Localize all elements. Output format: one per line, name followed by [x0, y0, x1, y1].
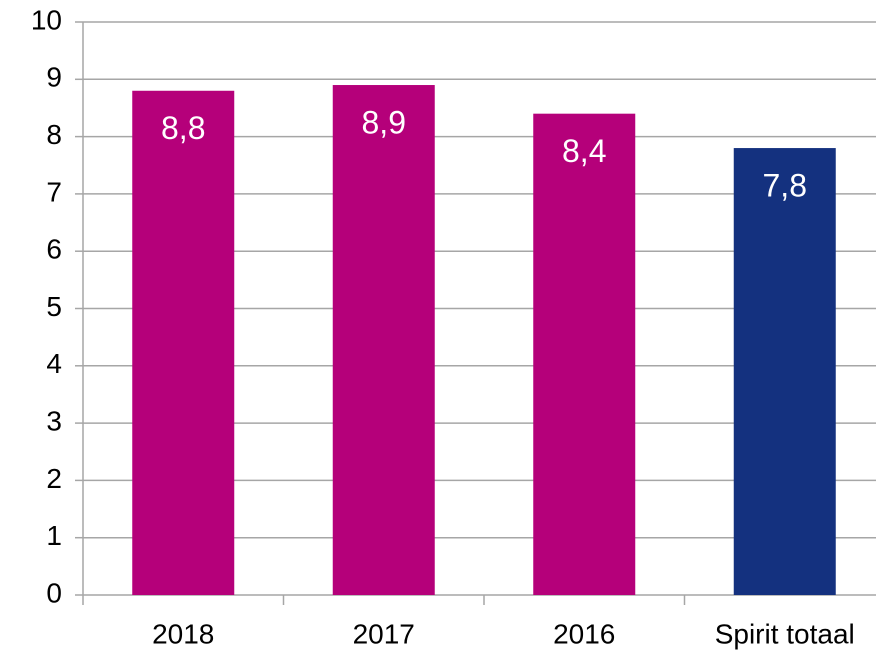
bar — [132, 90, 235, 595]
y-tick-label: 10 — [31, 4, 62, 35]
bar — [733, 148, 836, 595]
y-tick-label: 5 — [46, 291, 62, 322]
x-tick-label: 2018 — [152, 618, 214, 649]
y-tick-label: 1 — [46, 520, 62, 551]
y-tick-label: 7 — [46, 176, 62, 207]
y-tick-label: 9 — [46, 62, 62, 93]
x-tick-label: 2016 — [553, 618, 615, 649]
x-tick-label: 2017 — [353, 618, 415, 649]
data-label: 8,8 — [161, 110, 205, 146]
data-label: 8,4 — [562, 133, 606, 169]
data-label: 8,9 — [362, 104, 406, 140]
y-tick-label: 8 — [46, 119, 62, 150]
data-label: 7,8 — [763, 168, 807, 204]
y-tick-label: 4 — [46, 348, 62, 379]
y-tick-label: 3 — [46, 405, 62, 436]
bar — [332, 85, 435, 595]
y-tick-label: 2 — [46, 463, 62, 494]
y-tick-label: 0 — [46, 577, 62, 608]
y-tick-label: 6 — [46, 234, 62, 265]
bar — [533, 113, 636, 596]
x-tick-label: Spirit totaal — [715, 618, 855, 649]
